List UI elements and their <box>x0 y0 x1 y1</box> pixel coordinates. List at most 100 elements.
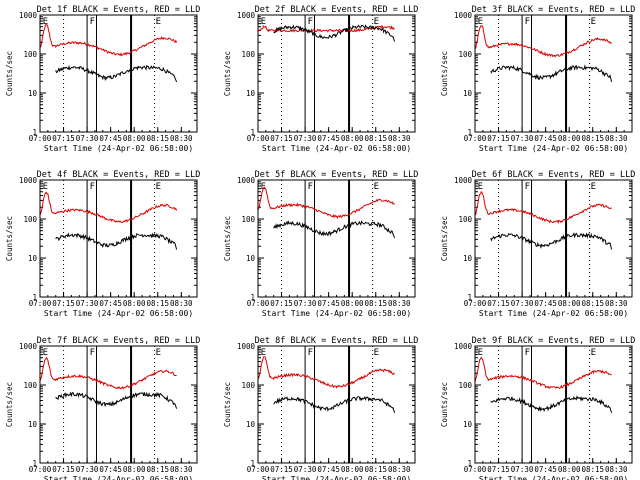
event-marker-label: E <box>261 182 266 192</box>
event-marker-label: F <box>90 348 95 358</box>
x-tick-label: 07:15 <box>270 465 293 474</box>
x-axis-label: Start Time (24-Apr-02 06:58:00) <box>262 144 411 153</box>
y-tick-label: 100 <box>23 50 37 59</box>
x-tick-label: 07:45 <box>534 465 557 474</box>
y-tick-label: 100 <box>241 381 255 390</box>
x-tick-label: 08:15 <box>146 299 169 308</box>
y-tick-label: 1 <box>467 128 472 137</box>
x-tick-label: 07:15 <box>487 465 510 474</box>
x-tick-label: 07:30 <box>294 299 317 308</box>
x-tick-label: 08:30 <box>170 134 193 143</box>
y-tick-label: 1 <box>467 293 472 302</box>
event-marker-label: E <box>156 348 161 358</box>
plot-frame <box>257 345 416 464</box>
event-marker-label: E <box>374 17 379 27</box>
event-marker-label: E <box>156 182 161 192</box>
series-black-events <box>490 395 613 414</box>
series-red-lld <box>39 24 178 57</box>
x-tick-label: 07:15 <box>52 465 75 474</box>
y-tick-label: 1000 <box>237 11 256 20</box>
series-black-events <box>490 64 613 83</box>
y-tick-label: 10 <box>246 254 256 263</box>
y-tick-label: 10 <box>246 420 256 429</box>
series-red-lld <box>39 356 177 390</box>
x-tick-label: 07:15 <box>270 134 293 143</box>
y-tick-label: 10 <box>463 89 473 98</box>
series-red-lld <box>474 190 612 224</box>
plot-frame <box>39 14 198 133</box>
x-tick-label: 07:45 <box>99 299 122 308</box>
x-tick-label: 07:45 <box>534 299 557 308</box>
y-tick-label: 1000 <box>19 342 38 351</box>
x-tick-label: 07:30 <box>294 134 317 143</box>
y-tick-label: 100 <box>458 381 472 390</box>
x-tick-label: 08:15 <box>364 134 387 143</box>
y-tick-label: 1000 <box>237 176 256 185</box>
y-tick-label: 1 <box>250 128 255 137</box>
x-tick-label: 08:15 <box>364 465 387 474</box>
x-axis-label: Start Time (24-Apr-02 06:58:00) <box>44 475 193 480</box>
x-tick-label: 08:00 <box>123 134 146 143</box>
x-tick-label: 08:00 <box>558 134 581 143</box>
x-tick-label: 07:30 <box>76 465 99 474</box>
chart-title: Det 5f BLACK = Events, RED = LLD <box>255 170 419 180</box>
plot-frame <box>257 179 416 298</box>
plot-frame <box>474 345 633 464</box>
chart-panel-6: Det 6f BLACK = Events, RED = LLD Counts/s… <box>440 170 635 318</box>
plot-frame <box>39 179 198 298</box>
chart-title: Det 2f BLACK = Events, RED = LLD <box>255 5 419 15</box>
y-axis-label: Counts/sec <box>440 51 449 96</box>
series-black-events <box>273 24 396 42</box>
event-marker-label: F <box>308 182 313 192</box>
x-tick-label: 08:30 <box>170 299 193 308</box>
chart-panel-2: Det 2f BLACK = Events, RED = LLD Counts/s… <box>223 5 418 153</box>
y-tick-label: 1 <box>32 459 37 468</box>
y-axis-label: Counts/sec <box>440 216 449 261</box>
y-tick-label: 10 <box>28 254 38 263</box>
x-tick-label: 07:30 <box>76 134 99 143</box>
x-tick-label: 07:15 <box>487 134 510 143</box>
chart-title: Det 7f BLACK = Events, RED = LLD <box>37 336 201 346</box>
chart-panel-4: Det 4f BLACK = Events, RED = LLD Counts/s… <box>5 170 200 318</box>
y-tick-label: 100 <box>23 381 37 390</box>
y-tick-label: 10 <box>28 89 38 98</box>
x-tick-label: 08:15 <box>146 134 169 143</box>
y-tick-label: 100 <box>458 50 472 59</box>
y-tick-label: 10 <box>463 420 473 429</box>
event-marker-label: E <box>478 182 483 192</box>
y-axis-label: Counts/sec <box>223 51 232 96</box>
series-black-events <box>273 220 396 238</box>
event-marker-label: F <box>308 348 313 358</box>
series-red-lld <box>257 356 395 389</box>
x-tick-label: 08:15 <box>581 134 604 143</box>
x-tick-label: 07:45 <box>317 299 340 308</box>
chart-panel-7: Det 7f BLACK = Events, RED = LLD Counts/s… <box>5 336 200 480</box>
series-red-lld <box>39 191 178 223</box>
x-tick-label: 07:30 <box>511 299 534 308</box>
chart-title: Det 1f BLACK = Events, RED = LLD <box>37 5 201 15</box>
y-tick-label: 100 <box>458 215 472 224</box>
x-tick-label: 08:00 <box>341 299 364 308</box>
x-axis-label: Start Time (24-Apr-02 06:58:00) <box>479 475 628 480</box>
y-tick-label: 1000 <box>454 342 473 351</box>
y-tick-label: 1 <box>467 459 472 468</box>
y-tick-label: 10 <box>246 89 256 98</box>
event-marker-label: E <box>43 182 48 192</box>
plot-frame <box>474 179 633 298</box>
event-marker-label: E <box>156 17 161 27</box>
x-tick-label: 08:00 <box>341 465 364 474</box>
x-tick-label: 08:00 <box>123 299 146 308</box>
x-axis-label: Start Time (24-Apr-02 06:58:00) <box>479 144 628 153</box>
x-tick-label: 07:30 <box>294 465 317 474</box>
y-tick-label: 1 <box>32 128 37 137</box>
event-marker-label: F <box>90 182 95 192</box>
x-tick-label: 07:00 <box>247 134 270 143</box>
series-black-events <box>273 396 396 414</box>
y-tick-label: 1 <box>250 293 255 302</box>
y-tick-label: 1000 <box>454 11 473 20</box>
series-red-lld <box>257 186 395 219</box>
x-tick-label: 08:30 <box>170 465 193 474</box>
x-tick-label: 07:45 <box>317 465 340 474</box>
event-marker-label: E <box>374 348 379 358</box>
